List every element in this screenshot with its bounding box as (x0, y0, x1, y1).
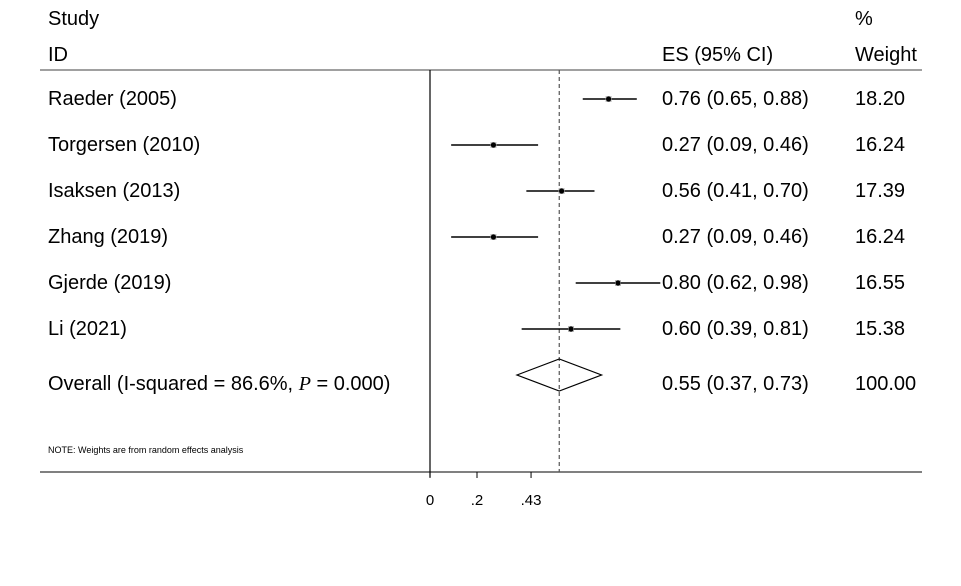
overall-diamond (515, 358, 604, 392)
header-weight-percent: % (855, 8, 873, 30)
study-point (490, 234, 497, 240)
study-label: Gjerde (2019) (48, 272, 171, 294)
study-point (568, 326, 574, 332)
study-label: Zhang (2019) (48, 226, 168, 248)
study-point (615, 280, 621, 286)
header-weight: Weight (855, 44, 917, 66)
x-tick-label: .2 (471, 492, 484, 509)
overall-es-text: 0.55 (0.37, 0.73) (662, 373, 809, 395)
study-es-text: 0.80 (0.62, 0.98) (662, 272, 809, 294)
header-study: Study (48, 8, 99, 30)
study-weight: 17.39 (855, 180, 905, 202)
note-text: NOTE: Weights are from random effects an… (48, 445, 244, 455)
x-tick-label: 0 (426, 492, 434, 509)
study-es-text: 0.56 (0.41, 0.70) (662, 180, 809, 202)
study-es-text: 0.27 (0.09, 0.46) (662, 134, 809, 156)
study-label: Torgersen (2010) (48, 134, 200, 156)
study-weight: 15.38 (855, 318, 905, 340)
study-label: Li (2021) (48, 318, 127, 340)
study-es-text: 0.27 (0.09, 0.46) (662, 226, 809, 248)
study-point (559, 188, 565, 194)
study-label: Raeder (2005) (48, 88, 177, 110)
study-label: Isaksen (2013) (48, 180, 180, 202)
overall-weight: 100.00 (855, 373, 916, 395)
header-id: ID (48, 44, 68, 66)
study-weight: 18.20 (855, 88, 905, 110)
study-weight: 16.55 (855, 272, 905, 294)
header-es: ES (95% CI) (662, 44, 773, 66)
x-tick-label: .43 (521, 492, 542, 509)
overall-label: Overall (I-squared = 86.6%, P = 0.000) (48, 373, 390, 395)
study-point (490, 142, 497, 148)
study-point (606, 96, 612, 102)
study-weight: 16.24 (855, 226, 905, 248)
study-weight: 16.24 (855, 134, 905, 156)
study-es-text: 0.76 (0.65, 0.88) (662, 88, 809, 110)
study-es-text: 0.60 (0.39, 0.81) (662, 318, 809, 340)
